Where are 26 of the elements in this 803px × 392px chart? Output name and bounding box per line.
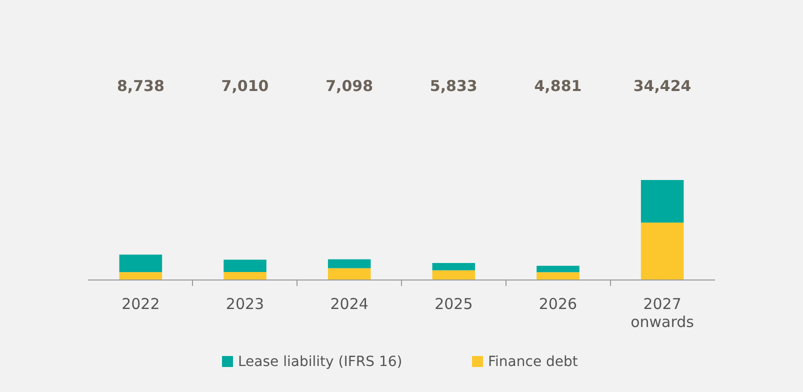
bar [224,272,266,280]
bar [640,222,684,280]
bar [432,263,476,270]
bar [119,254,162,272]
x-tick-label: 2026 [538,295,578,313]
x-tick-label: 2025 [434,295,473,313]
bar [328,268,371,280]
bar [432,270,476,280]
bar [328,259,371,268]
x-tick-label: 2024 [330,295,368,313]
text: 7,098 [326,77,374,95]
text: 7,010 [221,77,269,95]
text: 8,738 [116,77,164,95]
text: 5,833 [430,77,478,95]
x-tick-label: 2023 [226,295,264,313]
bar [640,180,684,223]
bar [224,260,266,272]
x-tick-label: 2027 onwards [630,295,694,331]
text: 34,424 [633,77,692,95]
x-tick-label: 2022 [122,295,160,313]
bar [536,272,580,280]
text: 4,881 [534,77,582,95]
legend-label: Finance debt [488,354,578,370]
bar [119,272,162,280]
bar [536,266,580,272]
legend-label: Lease liability (IFRS 16) [238,354,402,370]
